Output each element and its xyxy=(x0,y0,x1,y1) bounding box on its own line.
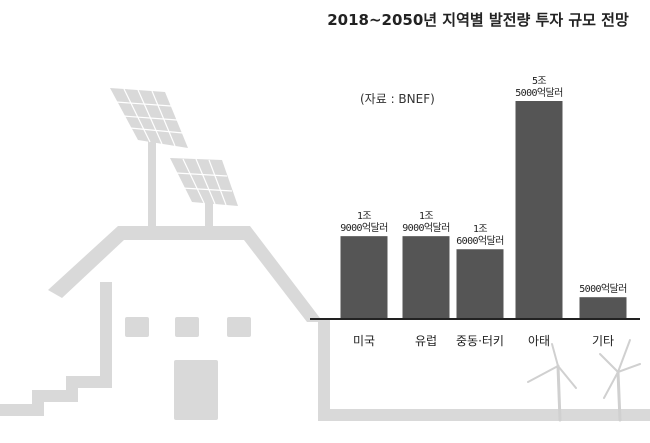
category-label: 아태 xyxy=(528,334,550,348)
data-label: 1조 xyxy=(419,211,433,222)
house-window xyxy=(227,317,251,337)
data-label: 9000억달러 xyxy=(340,222,387,234)
data-label: 6000억달러 xyxy=(456,235,503,247)
solar-pole xyxy=(205,186,213,228)
ground-line xyxy=(330,409,650,421)
house-right-wall xyxy=(318,318,330,421)
chart-title: 2018~2050년 지역별 발전량 투자 규모 전망 xyxy=(327,11,629,29)
wind-turbine-icons xyxy=(527,339,641,422)
house-door xyxy=(174,360,218,420)
solar-pole xyxy=(148,132,156,227)
house-window xyxy=(125,317,149,337)
house-window xyxy=(175,317,199,337)
category-label: 기타 xyxy=(592,334,614,348)
house-stairs xyxy=(0,364,112,416)
bar-중동·터키 xyxy=(456,249,504,319)
data-label: 1조 xyxy=(473,224,487,235)
house-left-wall xyxy=(100,282,112,372)
bar-기타 xyxy=(579,297,627,319)
data-label: 1조 xyxy=(357,211,371,222)
chart-source: (자료 : BNEF) xyxy=(360,92,435,106)
data-label: 9000억달러 xyxy=(402,222,449,234)
bar-미국 xyxy=(340,236,388,319)
data-label: 5000억달러 xyxy=(515,87,562,99)
category-label-group: 미국 유럽 중동·터키 아태 기타 xyxy=(353,334,614,348)
house-roof xyxy=(48,226,323,322)
category-label: 미국 xyxy=(353,334,375,348)
solar-panel-icon xyxy=(170,158,238,206)
data-label: 5000억달러 xyxy=(579,283,626,295)
category-label: 유럽 xyxy=(415,334,437,348)
bar-유럽 xyxy=(402,236,450,319)
bar-아태 xyxy=(515,101,563,319)
bar-series xyxy=(340,101,627,319)
category-label: 중동·터키 xyxy=(456,334,504,348)
solar-panel-grid xyxy=(115,88,233,206)
data-label: 5조 xyxy=(532,76,546,87)
